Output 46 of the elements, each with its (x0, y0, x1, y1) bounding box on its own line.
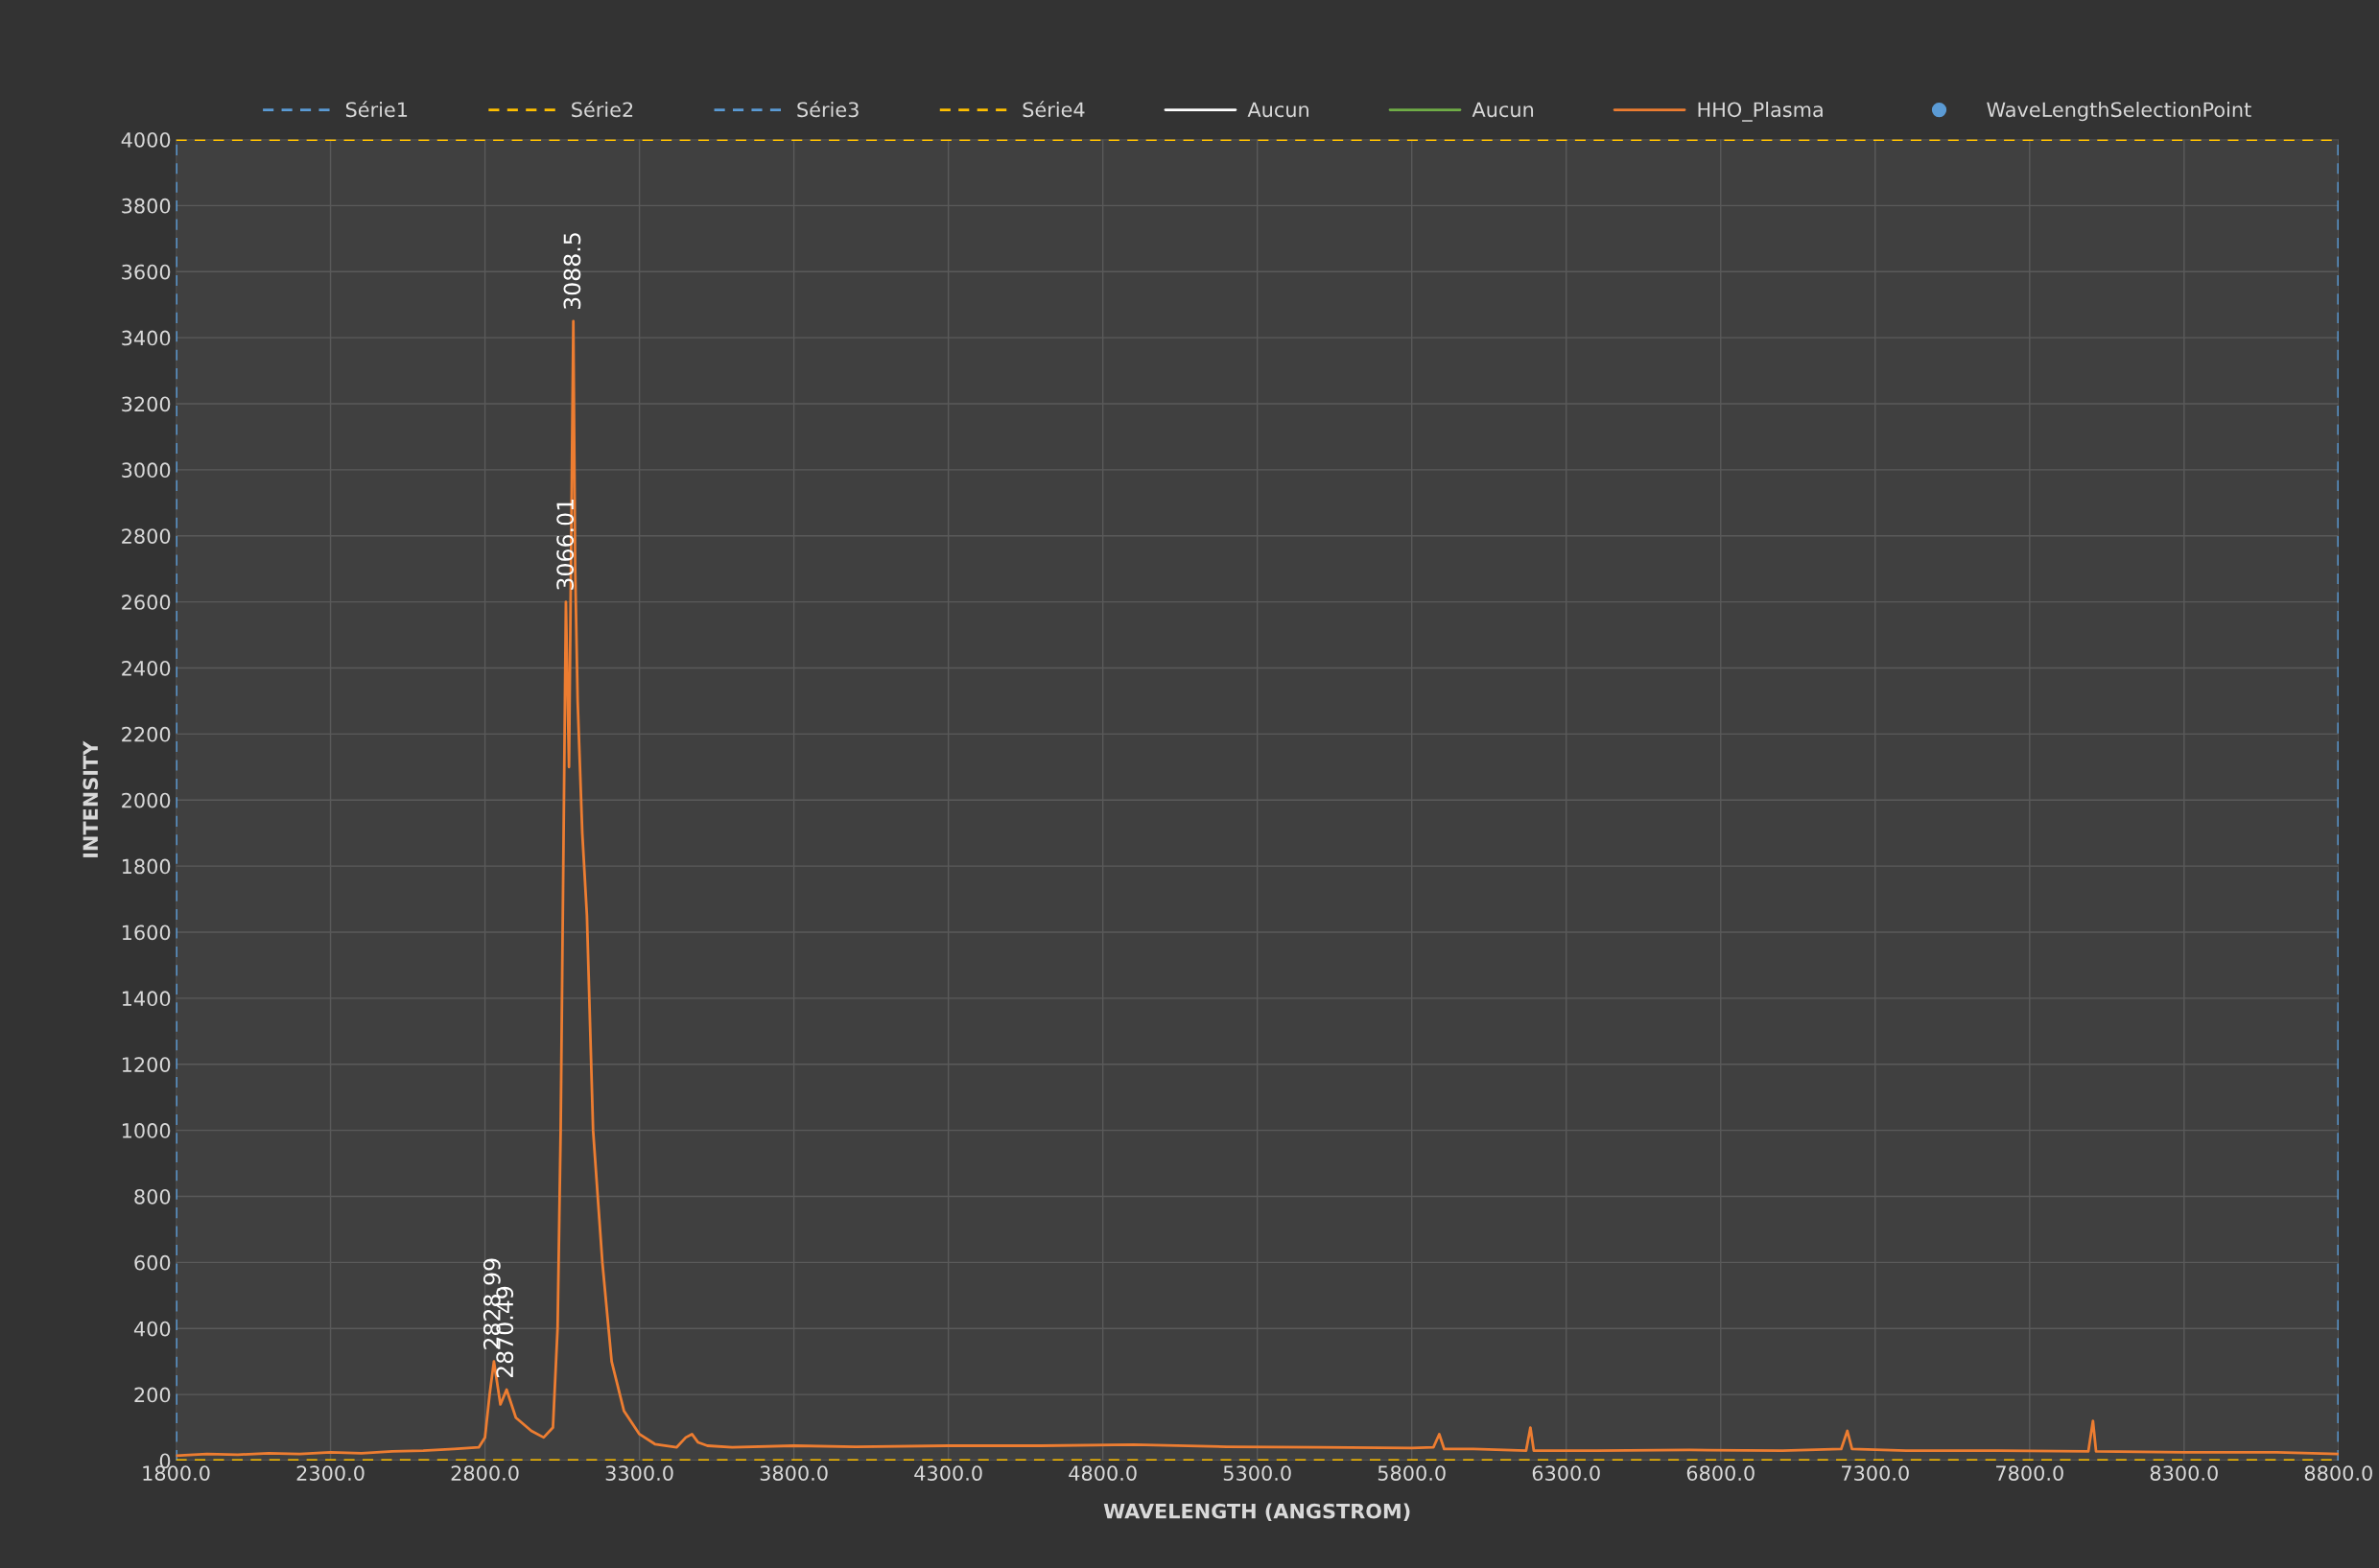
y-tick-label: 4000 (121, 131, 171, 148)
legend-label: HHO_Plasma (1698, 102, 1823, 122)
y-tick-label: 200 (134, 1387, 171, 1403)
legend-label: Série2 (572, 101, 633, 118)
legend-label: Série4 (1023, 101, 1085, 118)
legend-label: WaveLengthSelectionPoint (1987, 102, 2251, 122)
x-tick-label: 5800.0 (1378, 1465, 1446, 1481)
x-tick-label: 7300.0 (1842, 1465, 1909, 1481)
legend-label: Aucun (1472, 102, 1534, 118)
y-axis-title: INTENSITY (82, 740, 99, 857)
x-tick-label: 7800.0 (1996, 1465, 2063, 1481)
y-tick-label: 1600 (122, 924, 171, 941)
legend-label: Aucun (1247, 102, 1308, 118)
y-tick-label: 3600 (122, 264, 171, 280)
legend-label: Série1 (345, 101, 408, 118)
y-tick-label: 3800 (122, 198, 171, 214)
annotation: 3066.01 (556, 500, 575, 590)
y-tick-label: 3200 (122, 396, 171, 412)
y-tick-label: 3400 (122, 330, 171, 346)
x-tick-label: 3300.0 (605, 1465, 673, 1481)
x-tick-label: 3800.0 (760, 1465, 828, 1481)
x-tick-label: 4800.0 (1069, 1465, 1137, 1481)
x-tick-label: 2800.0 (451, 1465, 519, 1481)
x-tick-label: 6800.0 (1686, 1465, 1755, 1481)
annotation: 3088.5 (563, 233, 581, 310)
x-tick-label: 8800.0 (2304, 1465, 2372, 1481)
y-tick-label: 400 (133, 1321, 171, 1337)
x-tick-label: 2300.0 (296, 1465, 365, 1481)
x-tick-label: 4300.0 (914, 1465, 982, 1481)
y-tick-label: 600 (134, 1254, 171, 1271)
y-tick-label: 1400 (122, 991, 171, 1007)
x-axis-title: WAVELENGTH (ANGSTROM) (1103, 1503, 1410, 1522)
y-tick-label: 2200 (122, 726, 171, 742)
y-tick-label: 1800 (122, 858, 171, 875)
y-tick-label: 2400 (122, 660, 171, 676)
y-tick-label: 1000 (122, 1123, 171, 1138)
x-tick-label: 6300.0 (1532, 1465, 1600, 1481)
legend-label: Série3 (797, 101, 859, 118)
y-tick-label: 1200 (122, 1057, 171, 1072)
y-tick-label: 2600 (122, 595, 171, 610)
y-tick-label: 3000 (122, 462, 171, 479)
y-tick-label: 2800 (122, 528, 171, 544)
x-tick-label: 5300.0 (1223, 1465, 1291, 1481)
x-tick-label: 8300.0 (2150, 1465, 2218, 1481)
y-tick-label: 2000 (122, 792, 171, 808)
y-tick-label: 800 (134, 1188, 171, 1205)
